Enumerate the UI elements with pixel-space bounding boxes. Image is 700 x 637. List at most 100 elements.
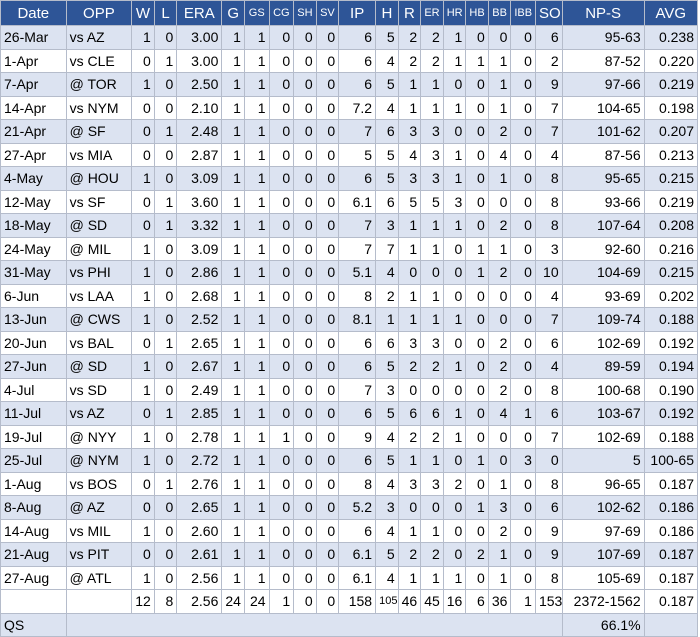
- cell-ibb: 0: [510, 471, 536, 496]
- cell-hb: 0: [465, 166, 489, 191]
- cell-gs: 1: [243, 330, 270, 355]
- cell-so: 6: [534, 401, 563, 426]
- cell-sh: 0: [293, 565, 317, 590]
- cell-ip: 6: [338, 25, 377, 50]
- cell-er: 0: [420, 260, 444, 285]
- cell-g: 1: [221, 330, 245, 355]
- cell-so: 8: [534, 166, 563, 191]
- cell-date: 21-Aug: [0, 542, 67, 567]
- cell-er: 2: [420, 542, 444, 567]
- cell-date: 14-Aug: [0, 518, 67, 543]
- cell-gs: 1: [243, 542, 270, 567]
- cell-ibb: 0: [510, 354, 536, 379]
- cell-l: 1: [153, 401, 178, 426]
- column-header-avg: AVG: [643, 0, 699, 26]
- cell-ip: 6: [338, 48, 377, 73]
- table-row: 14-Apr vs NYM 0 0 2.10 1 1 0 0 0 7.2 4 1 1 1 0 1 0 7 104-65…: [0, 95, 699, 120]
- cell-r: 6: [397, 401, 422, 426]
- cell-sv: 0: [315, 542, 340, 567]
- cell-bb: 0: [487, 448, 512, 473]
- cell-hr: 0: [442, 448, 467, 473]
- cell-cg: 0: [268, 260, 295, 285]
- cell-w: 0: [131, 542, 155, 567]
- cell-era: 2.56: [176, 565, 223, 590]
- cell-ip: 6: [338, 166, 377, 191]
- cell-date: 31-May: [0, 260, 67, 285]
- cell-so: 8: [534, 189, 563, 214]
- cell-bb: 4: [487, 401, 512, 426]
- cell-er: 3: [420, 119, 444, 144]
- cell-h: 3: [375, 495, 399, 520]
- cell-date: 24-May: [0, 236, 67, 261]
- cell-era: 3.09: [176, 166, 223, 191]
- cell-bb: 0: [487, 25, 512, 50]
- total-np-s: 2372-1562: [561, 589, 645, 614]
- cell-so: 3: [534, 236, 563, 261]
- cell-r: 2: [397, 542, 422, 567]
- cell-er: 1: [420, 448, 444, 473]
- cell-hr: 1: [442, 401, 467, 426]
- cell-cg: 0: [268, 401, 295, 426]
- column-header-cg: CG: [268, 0, 295, 26]
- cell-bb: 4: [487, 142, 512, 167]
- cell-so: 9: [534, 542, 563, 567]
- cell-date: 6-Jun: [0, 283, 67, 308]
- cell-bb: 1: [487, 166, 512, 191]
- cell-g: 1: [221, 95, 245, 120]
- header-row: Date OPP W L ERA G GS CG SH SV IP H R ER HR HB BB IBB SO NP…: [0, 0, 699, 26]
- total-ibb: 1: [510, 589, 536, 614]
- total-bb: 36: [487, 589, 512, 614]
- cell-np-s: 97-66: [561, 72, 645, 97]
- cell-r: 0: [397, 260, 422, 285]
- cell-era: 2.78: [176, 424, 223, 449]
- cell-er: 1: [420, 236, 444, 261]
- cell-hb: 0: [465, 401, 489, 426]
- total-era: 2.56: [176, 589, 223, 614]
- cell-sh: 0: [293, 95, 317, 120]
- table-row: 12-May vs SF 0 1 3.60 1 1 0 0 0 6.1 6 5 5 3 0 0 0 8 93-66 0.…: [0, 189, 699, 214]
- cell-h: 4: [375, 260, 399, 285]
- cell-h: 4: [375, 48, 399, 73]
- cell-opp: vs BAL: [65, 330, 133, 355]
- cell-hb: 0: [465, 565, 489, 590]
- cell-hb: 0: [465, 307, 489, 332]
- cell-hr: 2: [442, 471, 467, 496]
- cell-ibb: 1: [510, 401, 536, 426]
- table-row: 21-Aug vs PIT 0 0 2.61 1 1 0 0 0 6.1 5 2 2 0 2 1 0 9 107-69…: [0, 542, 699, 567]
- cell-l: 1: [153, 330, 178, 355]
- cell-opp: @ TOR: [65, 72, 133, 97]
- cell-bb: 2: [487, 354, 512, 379]
- column-header-hb: HB: [465, 0, 489, 26]
- cell-hb: 0: [465, 354, 489, 379]
- cell-avg: 0.219: [643, 189, 699, 214]
- cell-era: 2.50: [176, 72, 223, 97]
- cell-hb: 1: [465, 236, 489, 261]
- cell-r: 3: [397, 330, 422, 355]
- column-header-ibb: IBB: [510, 0, 536, 26]
- cell-opp: @ NYY: [65, 424, 133, 449]
- cell-h: 3: [375, 213, 399, 238]
- table-row: 1-Aug vs BOS 0 1 2.76 1 1 0 0 0 8 4 3 3 2 0 1 0 8 96-65 0.18…: [0, 471, 699, 496]
- cell-cg: 0: [268, 48, 295, 73]
- cell-ibb: 0: [510, 565, 536, 590]
- cell-opp: vs PHI: [65, 260, 133, 285]
- cell-ip: 8.1: [338, 307, 377, 332]
- cell-w: 1: [131, 354, 155, 379]
- cell-date: 27-Aug: [0, 565, 67, 590]
- cell-so: 10: [534, 260, 563, 285]
- cell-hb: 0: [465, 283, 489, 308]
- cell-sh: 0: [293, 72, 317, 97]
- cell-cg: 0: [268, 471, 295, 496]
- cell-gs: 1: [243, 307, 270, 332]
- cell-bb: 1: [487, 542, 512, 567]
- total-w: 12: [131, 589, 155, 614]
- table-row: 7-Apr @ TOR 1 0 2.50 1 1 0 0 0 6 5 1 1 0 0 1 0 9 97-66 0.219: [0, 72, 699, 97]
- cell-era: 2.52: [176, 307, 223, 332]
- table-row: 20-Jun vs BAL 0 1 2.65 1 1 0 0 0 6 6 3 3 0 0 2 0 6 102-69 0.…: [0, 330, 699, 355]
- cell-opp: @ MIL: [65, 236, 133, 261]
- total-date: [0, 589, 67, 614]
- cell-cg: 0: [268, 542, 295, 567]
- cell-so: 4: [534, 354, 563, 379]
- cell-ibb: 0: [510, 330, 536, 355]
